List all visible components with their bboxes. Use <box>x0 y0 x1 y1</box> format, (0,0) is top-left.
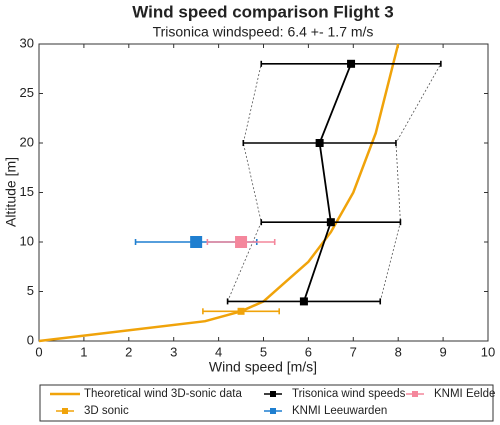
legend-swatch <box>270 408 276 414</box>
legend-label: KNMI Leeuwarden <box>292 405 387 417</box>
legend-label: KNMI Eelde <box>434 388 495 400</box>
y-tick-label: 0 <box>27 332 34 347</box>
x-axis-label: Wind speed [m/s] <box>209 359 317 375</box>
x-tick-label: 2 <box>125 344 132 359</box>
theory-line <box>38 43 400 343</box>
x-tick-label: 3 <box>170 344 177 359</box>
point <box>326 218 335 227</box>
y-tick-label: 25 <box>20 85 34 100</box>
envelope <box>379 63 442 302</box>
legend-swatch <box>412 391 418 397</box>
x-tick-label: 9 <box>439 344 446 359</box>
y-tick-label: 30 <box>20 35 34 50</box>
legend-label: Trisonica wind speeds <box>292 388 406 400</box>
point <box>315 139 324 147</box>
x-tick-label: 6 <box>305 344 312 359</box>
envelope <box>227 63 262 302</box>
x-tick-label: 0 <box>35 344 42 359</box>
y-tick-label: 10 <box>20 233 34 248</box>
point <box>190 236 203 248</box>
y-tick-label: 20 <box>20 134 34 149</box>
point <box>347 59 356 68</box>
trisonica-line <box>303 63 352 302</box>
x-tick-label: 8 <box>395 344 402 359</box>
plot-frame <box>38 43 489 342</box>
y-axis-label: Altitude [m] <box>3 157 19 227</box>
legend-swatch <box>62 408 68 414</box>
x-tick-label: 4 <box>215 344 222 359</box>
point <box>235 236 248 248</box>
legend-swatch <box>270 391 276 397</box>
x-tick-label: 7 <box>350 344 357 359</box>
chart-subtitle: Trisonica windspeed: 6.4 +- 1.7 m/s <box>153 24 374 40</box>
chart-title: Wind speed comparison Flight 3 <box>132 2 393 21</box>
legend-label: 3D sonic <box>84 405 129 417</box>
y-tick-label: 15 <box>20 184 34 199</box>
x-tick-label: 10 <box>481 344 495 359</box>
point <box>299 297 308 306</box>
y-tick-label: 5 <box>27 283 34 298</box>
point <box>237 307 245 315</box>
x-tick-label: 5 <box>260 344 267 359</box>
legend-label: Theoretical wind 3D-sonic data <box>84 388 242 400</box>
x-tick-label: 1 <box>80 344 87 359</box>
